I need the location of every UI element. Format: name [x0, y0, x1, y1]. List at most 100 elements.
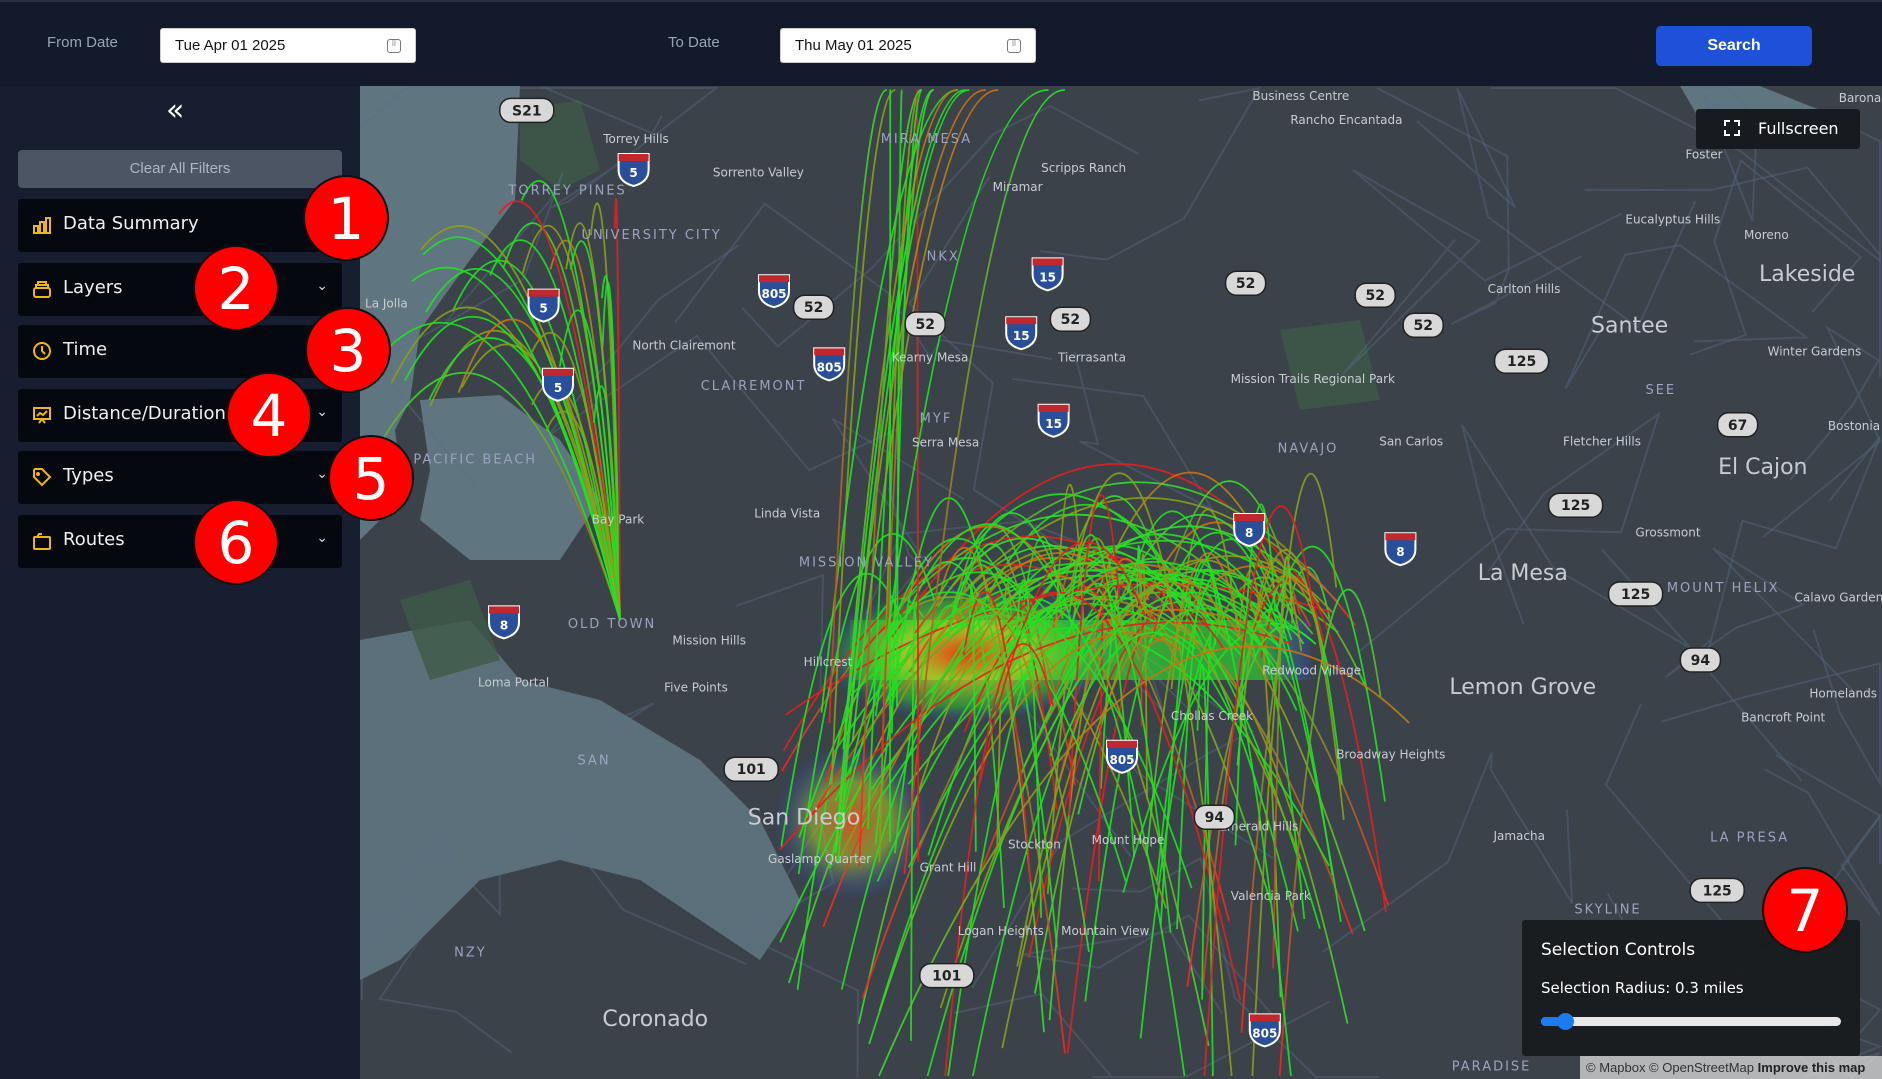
place-labels: La Jolla UNIVERSITY CITY Sorrento Valley MI…: [365, 89, 1882, 1075]
annotation-badge-5: 5: [328, 435, 414, 521]
route-arc: [565, 222, 621, 621]
place-label: Rancho Encantada: [1290, 113, 1402, 127]
place-label: Grant Hill: [920, 860, 977, 874]
road: [361, 771, 501, 957]
highway-shield: 15: [1037, 403, 1070, 438]
slider-fill: [1541, 1017, 1565, 1026]
selection-radius-slider[interactable]: [1541, 1013, 1841, 1030]
place-label: Eucalyptus Hills: [1625, 212, 1720, 226]
place-label: NZY: [454, 946, 487, 961]
place-label: Carlton Hills: [1488, 282, 1561, 296]
route-arc: [828, 89, 888, 724]
attribution-text[interactable]: © Mapbox © OpenStreetMap: [1586, 1060, 1755, 1075]
from-date-input[interactable]: Tue Apr 01 2025 ⠿: [160, 28, 416, 63]
place-label: LA PRESA: [1710, 830, 1789, 845]
place-label: San Diego: [748, 806, 860, 831]
place-label: Emerald Hills: [1219, 820, 1298, 834]
calendar-icon[interactable]: ⠿: [387, 39, 401, 53]
place-label: UNIVERSITY CITY: [582, 228, 722, 243]
selection-controls-title: Selection Controls: [1541, 940, 1696, 960]
sidebar-item-routes[interactable]: Routes ⌄: [18, 515, 342, 568]
highway-shield: 125: [1547, 492, 1604, 518]
route-arc: [380, 371, 621, 621]
folder-icon: [33, 533, 51, 550]
sidebar-item-data-summary[interactable]: Data Summary: [18, 199, 342, 252]
road: [908, 176, 1162, 603]
highway-shield: 94: [1679, 647, 1722, 673]
road: [372, 172, 564, 491]
place-label: Fletcher Hills: [1563, 434, 1641, 448]
place-label: SKYLINE: [1574, 902, 1641, 917]
sidebar-item-time[interactable]: Time: [18, 325, 342, 378]
road: [1011, 351, 1215, 512]
top-bar: From Date Tue Apr 01 2025 ⠿ To Date Thu M…: [0, 0, 1882, 86]
park-layer: [400, 100, 1380, 680]
presentation-chart-icon: [33, 407, 51, 424]
map-canvas[interactable]: La Jolla UNIVERSITY CITY Sorrento Valley MI…: [360, 86, 1882, 1079]
route-arc: [428, 337, 621, 621]
place-label: Tierrasanta: [1057, 350, 1126, 364]
highway-shield: 52: [792, 294, 835, 320]
place-label: Lakeside: [1759, 262, 1855, 287]
calendar-icon[interactable]: ⠿: [1007, 39, 1021, 53]
route-arc: [592, 385, 621, 621]
highway-shield: 805: [1106, 739, 1138, 774]
highway-shield: 5: [542, 367, 574, 402]
place-label: Santee: [1591, 314, 1668, 339]
place-label: PACIFIC BEACH: [413, 452, 537, 467]
route-arc: [1176, 568, 1221, 930]
highway-shield: 15: [1005, 316, 1038, 351]
place-label: TORREY PINES: [507, 184, 626, 199]
svg-text:8: 8: [1396, 545, 1404, 559]
to-date-input[interactable]: Thu May 01 2025 ⠿: [780, 28, 1036, 63]
place-label: Bancroft Point: [1741, 710, 1825, 724]
svg-text:52: 52: [1413, 318, 1432, 334]
highway-shield: 805: [813, 347, 846, 382]
collapse-sidebar-icon[interactable]: «: [166, 93, 185, 128]
slider-handle[interactable]: [1557, 1013, 1574, 1030]
place-label: NAVAJO: [1278, 442, 1339, 457]
route-arc: [1090, 471, 1298, 630]
highway-shield: 67: [1716, 412, 1759, 438]
chevron-down-icon[interactable]: ⌄: [316, 466, 328, 482]
improve-map-link[interactable]: Improve this map: [1757, 1060, 1866, 1075]
search-button[interactable]: Search: [1656, 26, 1812, 66]
sidebar-item-types[interactable]: Types ⌄: [18, 451, 342, 504]
place-label: MISSION VALLEY: [799, 556, 934, 571]
route-arc: [1278, 588, 1382, 1077]
sidebar-item-layers[interactable]: Layers ⌄: [18, 263, 342, 316]
route-arc: [840, 596, 1079, 990]
annotation-badge-7: 7: [1762, 867, 1848, 953]
chevron-down-icon[interactable]: ⌄: [316, 278, 328, 294]
svg-text:125: 125: [1703, 883, 1732, 899]
fullscreen-button[interactable]: Fullscreen: [1696, 109, 1860, 149]
svg-text:94: 94: [1691, 653, 1711, 669]
route-arc: [1266, 568, 1343, 785]
place-label: NKX: [927, 250, 960, 265]
chevron-down-icon[interactable]: ⌄: [316, 530, 328, 546]
clear-all-filters-button[interactable]: Clear All Filters: [18, 150, 342, 188]
route-arc: [840, 597, 1210, 857]
route-arc: [910, 607, 917, 1041]
route-arc: [1068, 494, 1121, 816]
svg-text:101: 101: [932, 969, 961, 985]
route-arc: [881, 89, 935, 753]
sidebar-item-label: Distance/Duration: [63, 403, 226, 424]
svg-text:67: 67: [1728, 418, 1747, 434]
route-arc: [1062, 582, 1172, 933]
route-arcs: [380, 89, 1410, 1077]
place-label: Broadway Heights: [1336, 748, 1445, 762]
place-label: SEE: [1645, 383, 1676, 398]
place-label: Stockton: [1008, 838, 1061, 852]
chevron-down-icon[interactable]: ⌄: [316, 404, 328, 420]
highway-shield: 125: [1607, 581, 1664, 607]
route-arc: [939, 555, 1333, 1009]
svg-text:52: 52: [1365, 288, 1384, 304]
route-arc: [944, 643, 1055, 1077]
road: [1564, 244, 1810, 390]
place-label: SAN: [577, 754, 610, 769]
route-arc: [1275, 545, 1386, 802]
route-arc: [1157, 531, 1342, 923]
route-arc: [531, 331, 621, 621]
place-label: Redwood Village: [1262, 664, 1361, 678]
